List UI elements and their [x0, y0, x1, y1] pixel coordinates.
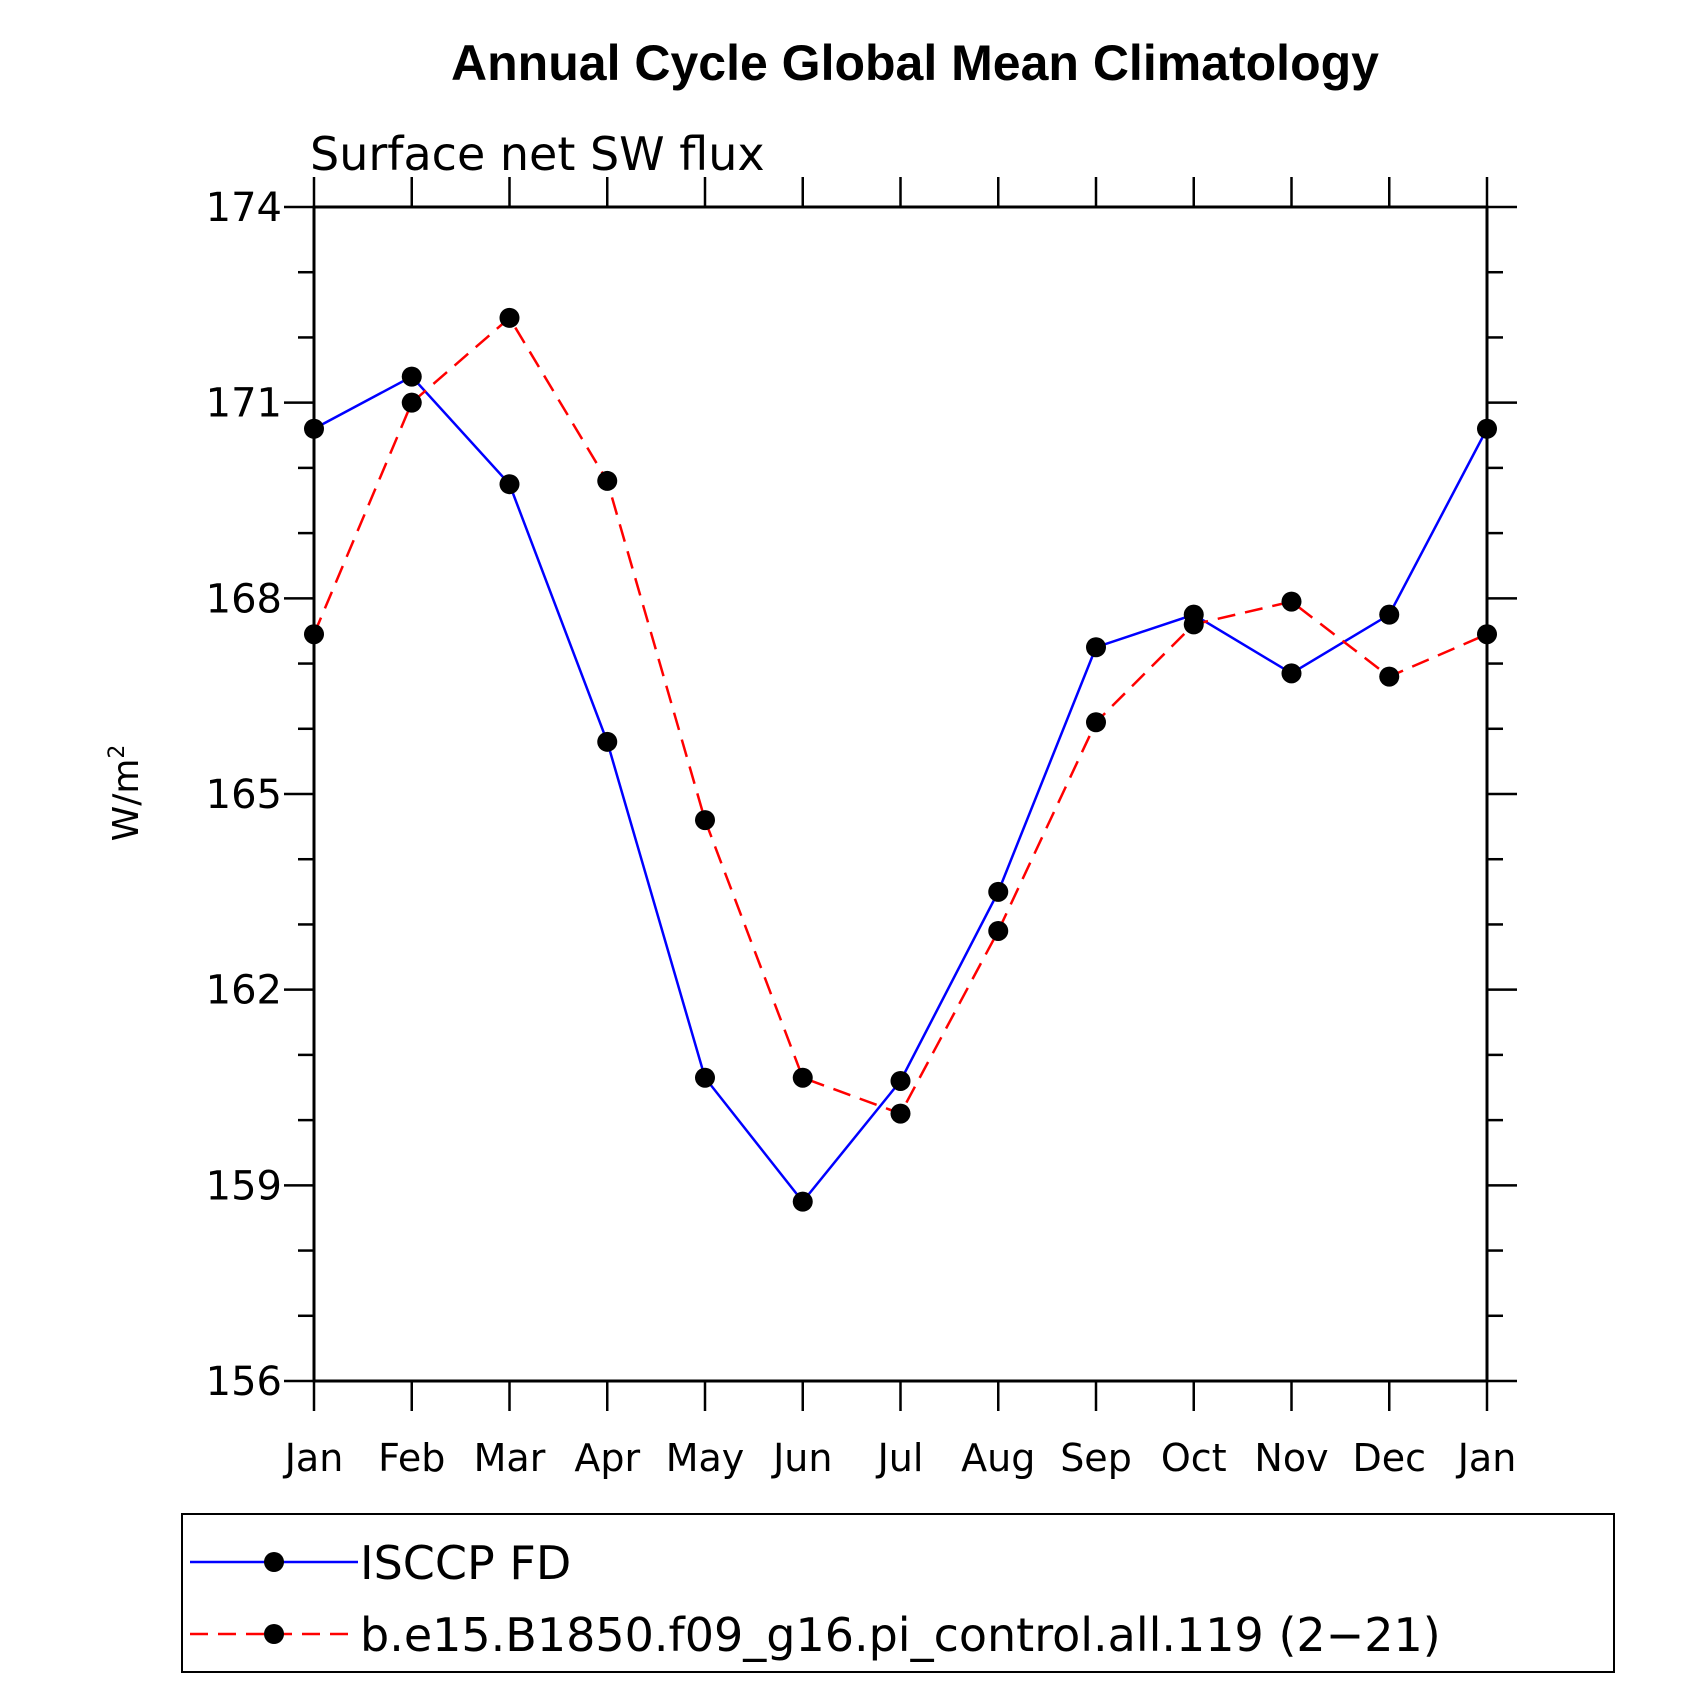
- data-point-series-2: [988, 920, 1009, 941]
- data-point-series-1: [890, 1070, 911, 1091]
- axes: 156 159 162 165 168 171 174 Jan Feb Mar Apr May Jun J…: [206, 177, 1517, 1480]
- x-tick-label: Mar: [474, 1436, 546, 1480]
- data-point-series-2: [1379, 666, 1400, 687]
- x-tick-label: Jan: [283, 1436, 344, 1480]
- legend-label-1: ISCCP FD: [360, 1536, 571, 1590]
- legend: ISCCP FD b.e15.B1850.f09_g16.pi_control.a…: [181, 1513, 1615, 1673]
- data-point-series-1: [1086, 637, 1106, 658]
- legend-marker-1: [264, 1552, 284, 1572]
- y-tick-label: 171: [206, 381, 282, 427]
- x-tick-label: Oct: [1161, 1436, 1227, 1480]
- plot-series: [304, 307, 1497, 1212]
- data-point-series-2: [401, 392, 422, 413]
- data-point-series-2: [1086, 712, 1106, 733]
- legend-marker-2: [264, 1624, 284, 1644]
- legend-box: [181, 1513, 1615, 1673]
- data-point-series-1: [695, 1067, 715, 1088]
- y-axis-label-main: W/m: [106, 759, 147, 842]
- x-tick-label: Apr: [574, 1436, 640, 1480]
- y-tick-label: 174: [206, 185, 282, 231]
- x-tick-label: Jun: [771, 1436, 832, 1480]
- x-tick-label: Jul: [876, 1436, 924, 1480]
- data-point-series-1: [1477, 418, 1497, 439]
- data-point-series-1: [1379, 604, 1400, 625]
- data-point-series-1: [304, 418, 324, 439]
- data-point-series-1: [988, 881, 1009, 902]
- x-tick-label: Sep: [1060, 1436, 1132, 1480]
- data-point-series-2: [1183, 614, 1204, 635]
- chart-subtitle: Surface net SW flux: [310, 127, 765, 181]
- x-tick-label: Nov: [1254, 1436, 1328, 1480]
- data-point-series-2: [1477, 624, 1497, 645]
- x-tick-label: Feb: [378, 1436, 445, 1480]
- legend-label-2: b.e15.B1850.f09_g16.pi_control.all.119 (…: [360, 1608, 1441, 1662]
- data-point-series-1: [597, 731, 618, 752]
- x-tick-label: Jan: [1456, 1436, 1517, 1480]
- series-line-2: [312, 315, 1488, 1116]
- data-point-series-2: [792, 1067, 813, 1088]
- data-point-series-1: [1281, 663, 1302, 684]
- x-tick-label: Aug: [961, 1436, 1035, 1480]
- x-tick-label: Dec: [1352, 1436, 1426, 1480]
- data-point-series-2: [597, 470, 618, 491]
- data-point-series-2: [499, 307, 520, 328]
- y-axis-label: W/m2: [105, 745, 147, 842]
- x-tick-label: May: [666, 1436, 745, 1480]
- data-point-series-2: [890, 1103, 911, 1124]
- data-point-series-1: [401, 366, 422, 387]
- data-point-series-1: [792, 1191, 813, 1212]
- data-point-series-1: [499, 474, 520, 495]
- chart-title: Annual Cycle Global Mean Climatology: [451, 35, 1379, 91]
- y-tick-label: 162: [206, 968, 282, 1014]
- y-tick-label: 168: [206, 576, 282, 622]
- y-tick-label: 156: [206, 1359, 282, 1405]
- data-point-series-2: [1281, 591, 1302, 612]
- data-point-series-2: [695, 810, 715, 831]
- data-point-series-2: [304, 624, 324, 645]
- y-tick-label: 165: [206, 772, 282, 818]
- plot-frame: [312, 205, 1489, 1383]
- y-tick-label: 159: [206, 1163, 282, 1209]
- y-axis-label-superscript: 2: [105, 745, 130, 759]
